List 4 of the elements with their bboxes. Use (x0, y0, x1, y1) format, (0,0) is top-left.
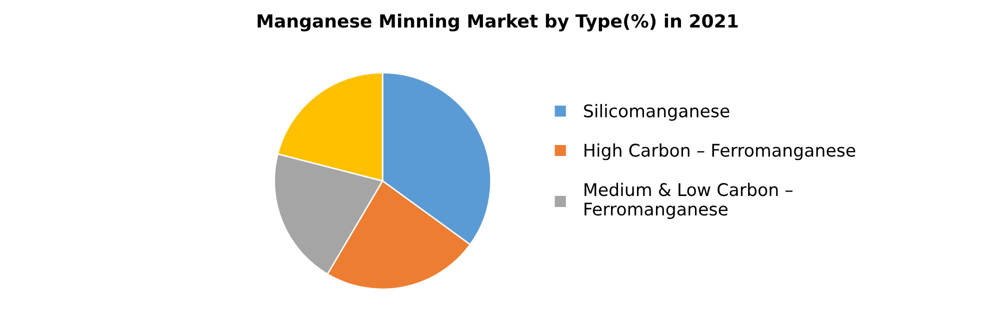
legend-label: High Carbon – Ferromanganese (584, 143, 856, 160)
chart-title: Manganese Minning Market by Type(%) in 2021 (258, 14, 738, 32)
legend-label: Medium & Low Carbon – Ferromanganese (584, 182, 793, 219)
legend-label: Silicomanganese (584, 104, 730, 121)
